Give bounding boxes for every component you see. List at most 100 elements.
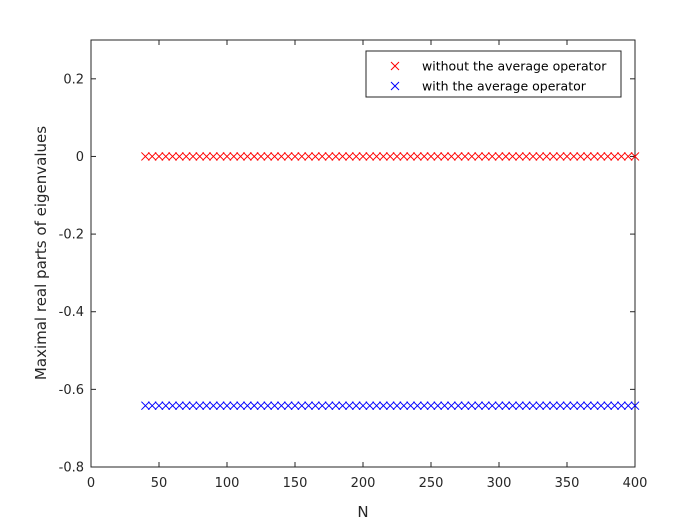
data-point xyxy=(243,401,252,411)
data-point xyxy=(603,401,613,411)
data-point xyxy=(215,152,225,161)
data-point xyxy=(562,152,572,161)
data-point xyxy=(161,152,171,161)
data-point xyxy=(596,152,606,161)
data-point xyxy=(147,401,157,411)
legend-label: with the average operator xyxy=(422,79,587,94)
data-point xyxy=(555,152,565,161)
plot-area xyxy=(90,39,636,468)
data-point xyxy=(311,401,320,411)
y-tick-label: 0.2 xyxy=(63,72,84,87)
data-point xyxy=(277,152,286,161)
data-point xyxy=(569,401,579,411)
data-point xyxy=(487,152,497,161)
data-point xyxy=(365,401,375,411)
data-point xyxy=(501,401,511,411)
data-point xyxy=(474,401,483,411)
data-point xyxy=(426,401,436,411)
y-axis-label: Maximal real parts of eigenvalues xyxy=(32,126,50,380)
data-point xyxy=(617,401,626,411)
data-point xyxy=(549,401,558,411)
y-tick-label: -0.4 xyxy=(59,305,84,320)
data-point xyxy=(467,152,477,161)
data-point xyxy=(535,401,545,411)
data-point xyxy=(392,401,402,411)
y-tick-label: 0 xyxy=(76,150,84,165)
data-series xyxy=(141,152,640,411)
data-point xyxy=(209,401,218,411)
x-tick-label: 300 xyxy=(487,476,512,491)
data-point xyxy=(413,152,422,161)
data-point xyxy=(467,401,477,411)
data-point xyxy=(481,152,490,161)
legend-label: without the average operator xyxy=(422,59,607,74)
legend-box xyxy=(365,50,622,98)
data-point xyxy=(623,152,633,161)
x-tick-label: 250 xyxy=(419,476,444,491)
data-point xyxy=(358,152,368,161)
data-point xyxy=(270,152,279,161)
data-point xyxy=(351,401,361,411)
data-point xyxy=(501,152,511,161)
data-point xyxy=(372,152,381,161)
data-point xyxy=(555,401,565,411)
series-2 xyxy=(141,401,640,411)
data-point xyxy=(583,401,592,411)
data-point xyxy=(521,401,531,411)
data-point xyxy=(229,152,239,161)
data-point xyxy=(304,152,313,161)
data-point xyxy=(413,401,422,411)
data-point xyxy=(379,401,388,411)
data-point xyxy=(474,152,483,161)
x-tick-label: 400 xyxy=(623,476,648,491)
data-point xyxy=(542,401,551,411)
legend-marker xyxy=(390,61,400,71)
data-point xyxy=(419,152,429,161)
data-point xyxy=(379,152,388,161)
data-point xyxy=(345,401,354,411)
data-point xyxy=(385,401,395,411)
x-tick-label: 350 xyxy=(555,476,580,491)
data-point xyxy=(426,152,436,161)
data-point xyxy=(521,152,531,161)
x-axis-label: N xyxy=(357,503,368,521)
data-point xyxy=(161,401,171,411)
data-point xyxy=(610,152,619,161)
data-point xyxy=(399,152,409,161)
data-point xyxy=(453,152,463,161)
data-point xyxy=(385,152,395,161)
data-point xyxy=(460,401,470,411)
x-tick-label: 50 xyxy=(151,476,168,491)
data-point xyxy=(236,401,245,411)
data-point xyxy=(331,401,341,411)
data-point xyxy=(603,152,613,161)
data-point xyxy=(447,152,456,161)
data-point xyxy=(433,401,443,411)
data-point xyxy=(542,152,551,161)
data-point xyxy=(202,152,211,161)
data-point xyxy=(358,401,368,411)
data-point xyxy=(317,401,327,411)
data-point xyxy=(175,401,184,411)
data-point xyxy=(311,152,320,161)
legend: without the average operator with the ave… xyxy=(365,50,622,98)
data-point xyxy=(249,152,259,161)
data-point xyxy=(263,152,273,161)
data-point xyxy=(617,152,626,161)
data-point xyxy=(630,401,640,411)
data-point xyxy=(256,401,266,411)
data-point xyxy=(229,401,239,411)
data-point xyxy=(630,152,640,161)
data-point xyxy=(338,401,347,411)
data-point xyxy=(154,401,164,411)
axis-tick-labels: 0 50 100 150 200 250 300 350 400 -0.8 -0.6 -0.4 -0.2… xyxy=(59,72,648,491)
x-tick-label: 0 xyxy=(87,476,95,491)
data-point xyxy=(494,152,504,161)
data-point xyxy=(515,401,524,411)
data-point xyxy=(433,152,443,161)
data-point xyxy=(175,152,184,161)
data-point xyxy=(481,401,490,411)
data-point xyxy=(297,401,307,411)
data-point xyxy=(222,152,232,161)
data-point xyxy=(569,152,579,161)
